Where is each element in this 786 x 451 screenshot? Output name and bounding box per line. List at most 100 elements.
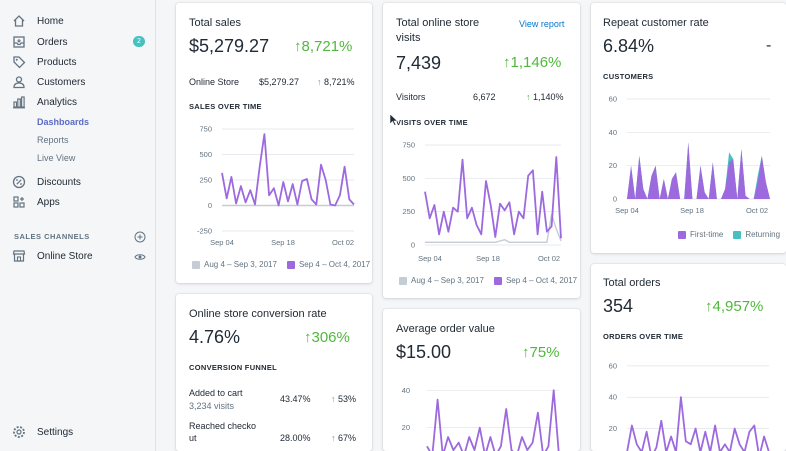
add-channel-plus-icon[interactable] [134, 230, 146, 243]
aov-growth-value: 75% [529, 344, 560, 361]
y-tick-label: 250 [199, 176, 212, 185]
orders-count-badge: 2 [133, 36, 145, 47]
up-arrow-icon: ↑ [705, 298, 713, 315]
sales-channels-heading: SALES CHANNELS [14, 232, 90, 241]
legend-previous-label: Aug 4 – Sep 3, 2017 [204, 260, 277, 269]
conversion-funnel-heading: CONVERSION FUNNEL [189, 363, 278, 372]
repeat-rate-card: Repeat customer rate 6.84% - CUSTOMERS 6… [591, 3, 786, 253]
view-store-eye-icon[interactable] [134, 250, 146, 262]
conversion-rate-growth-value: 306% [311, 329, 350, 346]
orders-over-time-chart: 60 40 20 [609, 361, 770, 451]
nav-home-label: Home [37, 15, 64, 27]
series-line-previous [425, 213, 562, 244]
aov-value: $15.00 [396, 342, 452, 362]
online-store-row-value: $5,279.27 [259, 77, 300, 87]
online-visits-growth: ↑1,146% [503, 54, 561, 71]
repeat-rate-growth: - [766, 37, 772, 54]
online-store-row-label: Online Store [189, 77, 240, 87]
y-tick-label: 20 [609, 161, 617, 170]
legend-first-time-swatch [678, 230, 686, 239]
customers-heading: CUSTOMERS [603, 72, 654, 81]
x-tick-label: Oct 02 [538, 254, 560, 263]
up-arrow-icon: ↑ [526, 92, 534, 102]
nav-apps-label: Apps [37, 196, 60, 208]
store-icon [12, 249, 26, 263]
gear-icon [12, 425, 26, 439]
visits-chart-legend: Aug 4 – Sep 3, 2017 Sep 4 – Oct 4, 2017 [399, 276, 577, 285]
nav-home[interactable]: Home [12, 12, 64, 30]
conversion-rate-value: 4.76% [189, 327, 241, 347]
nav-orders-label: Orders [37, 36, 68, 48]
nav-reports[interactable]: Reports [37, 135, 69, 145]
x-tick-label: Sep 04 [615, 206, 639, 215]
total-orders-card: Total orders 354 ↑4,957% ORDERS OVER TIM… [591, 264, 786, 451]
nav-live-view[interactable]: Live View [37, 153, 76, 163]
added-to-cart-growth-value: 53% [338, 394, 357, 404]
repeat-rate-value: 6.84% [603, 36, 655, 56]
nav-settings-label: Settings [37, 426, 74, 438]
y-tick-label: 60 [609, 361, 617, 370]
nav-orders[interactable]: Orders [12, 33, 68, 51]
up-arrow-icon: ↑ [331, 394, 339, 404]
legend-returning-swatch [733, 230, 742, 239]
average-order-value-card: Average order value $15.00 ↑75% 40 20 [383, 309, 580, 451]
legend-current-label: Sep 4 – Oct 4, 2017 [298, 260, 371, 269]
legend-current-swatch [493, 276, 502, 285]
nav-customers-label: Customers [37, 76, 86, 88]
reached-checkout-label: Reached checko [189, 421, 257, 431]
nav-customers[interactable]: Customers [12, 73, 85, 91]
up-arrow-icon: ↑ [304, 329, 312, 346]
total-orders-value: 354 [603, 296, 634, 316]
y-tick-label: 20 [609, 424, 617, 433]
series-line-current [424, 156, 562, 239]
online-visits-card: Total online store visits View report 7,… [383, 3, 580, 298]
total-sales-value: $5,279.27 [189, 36, 270, 56]
visits-over-time-heading: VISITS OVER TIME [396, 118, 468, 127]
nav-settings[interactable]: Settings [12, 423, 73, 441]
y-tick-label: 0 [208, 201, 212, 210]
nav-discounts[interactable]: Discounts [12, 173, 81, 191]
up-arrow-icon: ↑ [522, 344, 530, 361]
y-tick-label: 20 [402, 423, 410, 432]
view-report-link[interactable]: View report [519, 19, 565, 29]
series-line-current [221, 133, 355, 207]
conversion-rate-title: Online store conversion rate [189, 308, 327, 320]
y-tick-label: 500 [199, 150, 212, 159]
up-arrow-icon: ↑ [503, 54, 511, 71]
total-orders-growth: ↑4,957% [705, 298, 763, 315]
total-orders-growth-value: 4,957% [712, 298, 764, 315]
legend-first-time-label: First-time [690, 230, 724, 239]
nav-dashboards[interactable]: Dashboards [37, 117, 90, 127]
visitors-row-growth-value: 1,140% [533, 92, 564, 102]
repeat-rate-title: Repeat customer rate [603, 17, 709, 29]
reached-checkout-growth: ↑ 67% [331, 433, 356, 443]
nav-products[interactable]: Products [12, 53, 76, 71]
visitors-row-growth: ↑ 1,140% [526, 92, 564, 102]
x-tick-label: Oct 02 [746, 206, 768, 215]
nav-apps[interactable]: Apps [12, 193, 60, 211]
x-tick-label: Oct 02 [332, 238, 354, 247]
orders-icon [12, 35, 26, 49]
y-tick-label: 0 [613, 195, 617, 204]
up-arrow-icon: ↑ [331, 433, 339, 443]
mouse-cursor-icon [390, 114, 398, 126]
nav-analytics-label: Analytics [37, 96, 78, 108]
aov-title: Average order value [396, 323, 495, 335]
series-line-current [626, 396, 770, 451]
y-tick-label: 60 [609, 95, 617, 104]
first-time-area [627, 142, 770, 199]
conversion-rate-card: Online store conversion rate 4.76% ↑306%… [176, 294, 372, 451]
sales-over-time-chart: 750 500 250 0 -250 Sep 04 Sep 18 Oct 02 [197, 125, 355, 247]
orders-over-time-heading: ORDERS OVER TIME [603, 332, 684, 341]
nav-online-store[interactable]: Online Store [12, 247, 93, 265]
legend-current-label: Sep 4 – Oct 4, 2017 [505, 276, 578, 285]
added-to-cart-label: Added to cart [189, 388, 243, 398]
x-tick-label: Sep 04 [418, 254, 442, 263]
y-tick-label: 40 [609, 128, 617, 137]
online-visits-value: 7,439 [396, 53, 442, 73]
nav-analytics[interactable]: Analytics [12, 93, 77, 111]
discount-icon [12, 175, 26, 189]
analytics-icon [12, 95, 26, 109]
reached-checkout-pct: 28.00% [280, 433, 311, 443]
nav-discounts-label: Discounts [37, 176, 81, 188]
